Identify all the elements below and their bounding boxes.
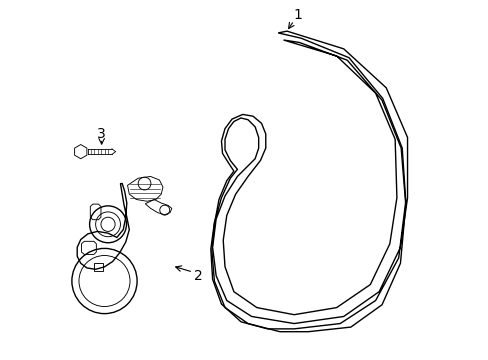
Text: 1: 1 [293, 8, 302, 22]
Text: 2: 2 [194, 269, 203, 283]
Text: 3: 3 [96, 127, 105, 141]
